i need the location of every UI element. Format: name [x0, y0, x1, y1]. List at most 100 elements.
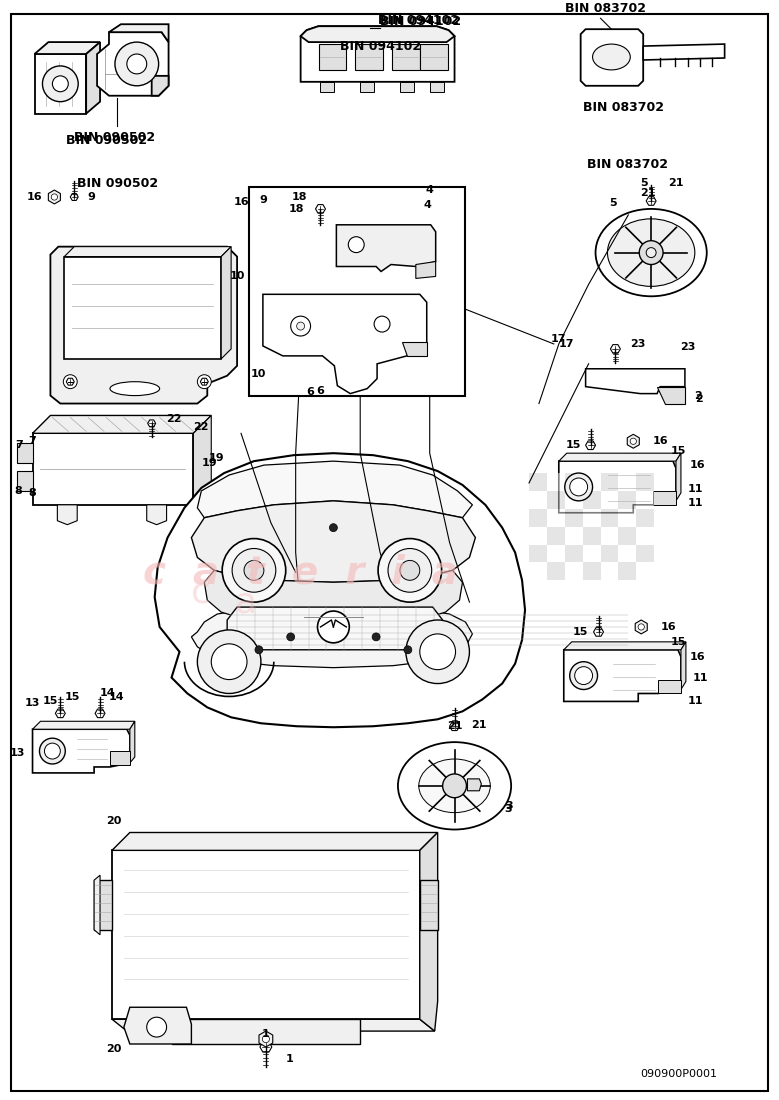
Polygon shape — [33, 416, 211, 433]
Ellipse shape — [569, 478, 587, 496]
Polygon shape — [580, 30, 643, 86]
Polygon shape — [360, 81, 374, 91]
Bar — [547, 544, 565, 562]
Bar — [619, 562, 636, 581]
Polygon shape — [416, 262, 435, 278]
Text: 16: 16 — [653, 437, 668, 447]
Bar — [583, 473, 601, 491]
Polygon shape — [676, 453, 681, 500]
Polygon shape — [586, 368, 685, 394]
Bar — [565, 473, 583, 491]
Polygon shape — [420, 44, 448, 70]
Bar — [565, 562, 583, 581]
Bar — [601, 509, 619, 527]
Polygon shape — [221, 246, 231, 359]
Text: BIN 090502: BIN 090502 — [76, 177, 158, 190]
Text: 6: 6 — [307, 386, 315, 397]
Polygon shape — [559, 461, 676, 513]
Circle shape — [115, 42, 159, 86]
Circle shape — [244, 560, 264, 581]
Text: 16: 16 — [690, 651, 706, 662]
Polygon shape — [16, 443, 33, 463]
Bar — [565, 527, 583, 544]
Circle shape — [197, 630, 261, 693]
Polygon shape — [66, 378, 74, 385]
Polygon shape — [171, 1020, 360, 1044]
Polygon shape — [130, 722, 135, 763]
Polygon shape — [586, 441, 595, 450]
Polygon shape — [58, 505, 77, 525]
Polygon shape — [263, 295, 427, 394]
Text: BIN 094102: BIN 094102 — [378, 14, 459, 26]
Text: BIN 083702: BIN 083702 — [565, 2, 646, 14]
Circle shape — [330, 524, 337, 531]
Text: 4: 4 — [424, 200, 432, 210]
Circle shape — [232, 549, 276, 592]
Bar — [547, 473, 565, 491]
Circle shape — [442, 774, 467, 798]
Polygon shape — [402, 342, 427, 356]
Circle shape — [647, 248, 656, 257]
Text: 11: 11 — [688, 498, 703, 508]
Polygon shape — [94, 876, 100, 935]
Bar — [529, 544, 547, 562]
Text: 3: 3 — [504, 804, 512, 814]
Text: 5: 5 — [640, 178, 648, 188]
Circle shape — [638, 624, 644, 630]
Text: 11: 11 — [688, 696, 703, 706]
Circle shape — [406, 620, 470, 683]
Polygon shape — [635, 620, 647, 634]
Polygon shape — [200, 378, 208, 385]
Text: 18: 18 — [292, 192, 308, 202]
Text: c  a  t  e  r  i  a: c a t e r i a — [143, 553, 458, 592]
Text: 17: 17 — [559, 339, 574, 349]
Circle shape — [52, 76, 69, 91]
Polygon shape — [110, 751, 130, 764]
Polygon shape — [33, 729, 130, 773]
Bar — [601, 473, 619, 491]
Text: 18: 18 — [289, 204, 305, 213]
Circle shape — [297, 322, 305, 330]
Text: 19: 19 — [201, 458, 217, 469]
Bar — [601, 491, 619, 509]
Text: 20: 20 — [106, 815, 122, 826]
Polygon shape — [420, 833, 438, 1031]
Circle shape — [372, 632, 380, 641]
Ellipse shape — [595, 209, 707, 296]
Text: 090900P0001: 090900P0001 — [640, 1069, 717, 1079]
Text: 16: 16 — [661, 621, 677, 632]
Bar — [636, 473, 654, 491]
Polygon shape — [658, 680, 681, 693]
Polygon shape — [260, 1042, 272, 1052]
Text: 23: 23 — [630, 339, 646, 349]
Circle shape — [287, 632, 294, 641]
Bar — [636, 527, 654, 544]
Bar — [565, 509, 583, 527]
Text: 21: 21 — [640, 188, 656, 198]
Ellipse shape — [40, 738, 65, 764]
Polygon shape — [594, 628, 604, 636]
Circle shape — [400, 560, 420, 581]
Text: 23: 23 — [680, 342, 696, 352]
Polygon shape — [148, 420, 156, 427]
Bar — [529, 509, 547, 527]
Bar — [636, 544, 654, 562]
Polygon shape — [449, 722, 460, 730]
Polygon shape — [681, 641, 686, 690]
Circle shape — [263, 1035, 270, 1043]
Bar — [547, 509, 565, 527]
Polygon shape — [112, 1020, 435, 1031]
Text: a: a — [235, 585, 257, 619]
Text: 2: 2 — [694, 390, 702, 400]
Ellipse shape — [565, 473, 593, 500]
Polygon shape — [192, 602, 472, 668]
Text: 16: 16 — [233, 197, 249, 207]
Polygon shape — [197, 461, 472, 518]
Text: 21: 21 — [447, 722, 462, 732]
Text: 3: 3 — [506, 801, 513, 811]
Text: 17: 17 — [551, 334, 566, 344]
Text: 10: 10 — [251, 368, 266, 378]
Text: BIN 090502: BIN 090502 — [74, 131, 156, 144]
Circle shape — [420, 634, 456, 670]
Text: 15: 15 — [670, 637, 686, 647]
